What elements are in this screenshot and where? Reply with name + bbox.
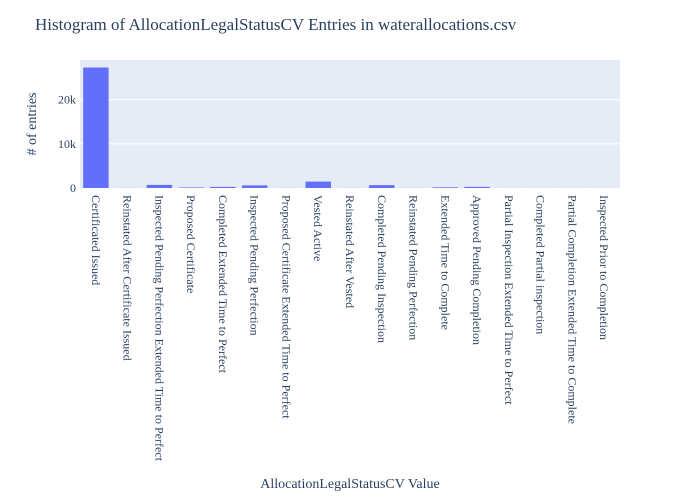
- x-tick-label: Proposed Certificate Extended Time to Pe…: [279, 195, 293, 419]
- bars: [83, 67, 617, 188]
- bar: [369, 185, 395, 188]
- bar: [83, 67, 109, 188]
- y-axis-label: # of entries: [25, 93, 40, 156]
- x-axis-label: AllocationLegalStatusCV Value: [260, 477, 440, 492]
- chart-title: Histogram of AllocationLegalStatusCV Ent…: [35, 15, 517, 34]
- bar: [432, 187, 458, 188]
- x-tick-label: Completed Pending Inspection: [375, 195, 389, 343]
- bar: [305, 181, 331, 188]
- plot-area: [80, 60, 620, 188]
- y-tick-label: 20k: [58, 93, 76, 107]
- x-tick-label: Vested Active: [311, 195, 325, 261]
- x-tick-labels: Certificated Issued Reinstated After Cert…: [89, 195, 611, 462]
- x-tick-label: Completed Extended Time to Perfect: [216, 195, 230, 374]
- bar: [464, 186, 490, 188]
- bar: [178, 187, 204, 188]
- bar: [146, 184, 173, 188]
- bar: [242, 185, 268, 188]
- grid-lines: [80, 99, 620, 145]
- y-tick-labels: 0 10k 20k: [58, 93, 76, 195]
- x-tick-label: Partial Inspection Extended Time to Perf…: [502, 195, 516, 405]
- x-tick-label: Approved Pending Completion: [470, 195, 484, 345]
- x-tick-label: Certificated Issued: [89, 195, 103, 285]
- x-tick-label: Proposed Certificate: [184, 195, 198, 293]
- x-tick-label: Inspected Pending Perfection Extended Ti…: [152, 195, 166, 462]
- y-tick-label: 10k: [58, 137, 76, 151]
- x-tick-label: Extended Time to Complete: [438, 195, 452, 330]
- bar: [210, 186, 236, 188]
- x-tick-label: Reinstated After Certificate Issued: [121, 195, 135, 361]
- x-tick-label: Inspected Prior to Completion: [597, 195, 611, 340]
- x-tick-label: Reinstated After Vested: [343, 195, 357, 308]
- x-tick-label: Partial Completion Extended Time to Comp…: [565, 195, 579, 424]
- x-tick-label: Inspected Pending Perfection: [248, 195, 262, 336]
- x-tick-label: Completed Partial inspection: [534, 195, 548, 334]
- x-tick-label: Reinstated Pending Perfection: [407, 195, 421, 340]
- y-tick-label: 0: [70, 181, 76, 195]
